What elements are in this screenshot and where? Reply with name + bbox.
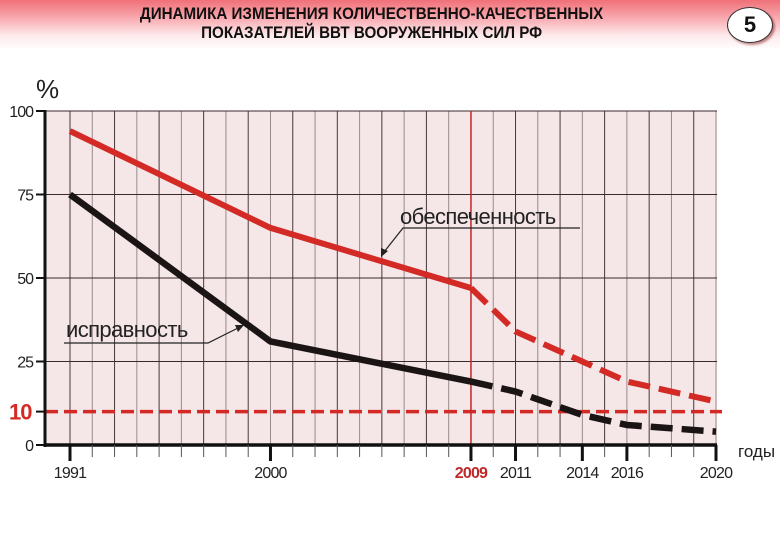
x-axis-title: годы xyxy=(738,442,775,461)
chart-grid xyxy=(45,110,717,445)
y-tick-label: 75 xyxy=(17,188,34,205)
series-supply-solid xyxy=(68,128,472,291)
y-tick-label: 50 xyxy=(17,271,34,288)
x-tick-label-2000: 2000 xyxy=(254,465,287,482)
x-tick-label-1991: 1991 xyxy=(54,465,87,482)
y-axis-labels: 0 25 50 75 100 xyxy=(9,104,35,455)
series-serviceability-dashed xyxy=(470,378,717,435)
annotation-serviceability-label: исправность xyxy=(66,317,188,342)
series-annotations: обеспеченность исправность xyxy=(64,204,580,344)
y-tick-label: 100 xyxy=(9,104,34,121)
title-line-2: ПОКАЗАТЕЛЕЙ ВВТ ВООРУЖЕННЫХ СИЛ РФ xyxy=(201,24,543,42)
arrow-icon xyxy=(381,248,388,257)
series-serviceability-solid xyxy=(68,191,472,385)
x-tick-label-2020: 2020 xyxy=(700,465,733,482)
data-series xyxy=(68,128,717,435)
x-tick-label-2014: 2014 xyxy=(566,465,599,482)
slide-header: ДИНАМИКА ИЗМЕНЕНИЯ КОЛИЧЕСТВЕННО-КАЧЕСТВ… xyxy=(0,0,780,50)
page-title: ДИНАМИКА ИЗМЕНЕНИЯ КОЛИЧЕСТВЕННО-КАЧЕСТВ… xyxy=(31,5,749,43)
x-tick-label-2011: 2011 xyxy=(500,465,532,482)
title-line-1: ДИНАМИКА ИЗМЕНЕНИЯ КОЛИЧЕСТВЕННО-КАЧЕСТВ… xyxy=(139,5,604,23)
x-axis-labels: 1991 2000 2009 2011 2014 2016 2020 xyxy=(54,465,734,482)
reference-line-10: 10 xyxy=(9,400,722,425)
annotation-supply-leader xyxy=(383,227,580,253)
x-tick-label-2009: 2009 xyxy=(455,465,488,482)
annotation-serviceability-leader xyxy=(64,327,239,344)
axes xyxy=(36,110,718,461)
annotation-supply-label: обеспеченность xyxy=(400,204,556,229)
reference-line-label: 10 xyxy=(9,400,32,425)
series-supply-dashed xyxy=(468,285,717,405)
y-tick-label: 0 xyxy=(25,438,34,455)
y-axis-title: % xyxy=(36,74,59,104)
arrow-icon xyxy=(235,325,244,332)
slide-number-badge: 5 xyxy=(727,7,773,43)
y-tick-label: 25 xyxy=(17,355,34,372)
x-tick-label-2016: 2016 xyxy=(611,465,644,482)
